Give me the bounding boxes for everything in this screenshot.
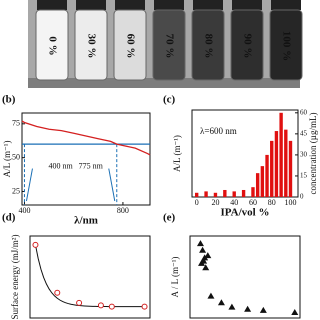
- data-line: [21, 120, 151, 156]
- plot-frame: [189, 235, 301, 319]
- vial-label: 100 %: [280, 31, 292, 61]
- bar: [270, 140, 274, 197]
- arrow: [25, 168, 33, 202]
- y-tick-label: 50: [12, 152, 20, 161]
- point: [196, 240, 204, 247]
- vial: [152, 9, 186, 81]
- point: [32, 241, 39, 248]
- panel-label: (d): [2, 212, 16, 224]
- x-tick-label: 0: [195, 198, 199, 207]
- vial: [230, 9, 264, 81]
- vial-cap: [115, 0, 145, 10]
- bar: [265, 154, 269, 197]
- bar: [288, 140, 293, 197]
- x-axis-label: λ/nm: [74, 215, 98, 227]
- x-tick-label: 40: [230, 198, 238, 207]
- point: [217, 299, 225, 306]
- point: [108, 303, 115, 310]
- bar: [213, 192, 218, 197]
- y-axis-label: A/L (m⁻¹): [2, 141, 12, 178]
- vial-label: 90 %: [241, 34, 253, 59]
- note: λ=600 nm: [200, 126, 237, 136]
- x-tick-label: 400: [18, 206, 30, 215]
- x-axis-label: IPA/vol %: [221, 207, 270, 219]
- point: [207, 292, 215, 299]
- bar: [284, 129, 288, 197]
- panel-label: (c): [163, 94, 176, 106]
- vial-cap: [37, 0, 67, 10]
- point: [200, 257, 208, 264]
- arrow: [108, 168, 116, 202]
- point: [76, 299, 83, 306]
- plot-frame: [21, 112, 151, 206]
- bar: [195, 192, 199, 197]
- y-tick-label: 25: [12, 186, 20, 195]
- fit-curve: [34, 244, 145, 308]
- point: [199, 246, 207, 253]
- vial-label: 0 %: [46, 36, 58, 55]
- vial: [35, 9, 69, 81]
- y-axis-label: A / L (m⁻¹): [170, 257, 180, 298]
- bar: [260, 166, 265, 197]
- point: [54, 289, 61, 296]
- vial-label: 60 %: [124, 34, 136, 59]
- point: [244, 305, 252, 312]
- bar: [232, 191, 236, 197]
- point: [97, 302, 104, 309]
- y2-axis-label: concentration (µg/mL): [308, 113, 318, 195]
- x-tick-label: 800: [117, 206, 129, 215]
- x-tick-label: 60: [249, 198, 257, 207]
- panel-label: (e): [163, 212, 176, 224]
- point: [202, 264, 210, 271]
- y-axis-label: Surface energy (mJ/m²): [10, 234, 20, 319]
- annotation: 400 nm: [48, 161, 73, 170]
- vial: [191, 9, 225, 81]
- y2-tick-label: 0: [300, 193, 304, 201]
- point: [141, 303, 148, 310]
- y-tick-label: 75: [12, 119, 20, 128]
- bar: [251, 187, 255, 197]
- y-axis-label: A/L (m⁻¹): [172, 135, 182, 172]
- plot-frame: [29, 235, 151, 319]
- y2-tick-label: 30: [300, 151, 308, 159]
- bar: [223, 189, 227, 197]
- bar: [255, 173, 260, 197]
- bar: [204, 191, 208, 197]
- vial: [74, 9, 108, 81]
- vial-label: 80 %: [202, 34, 214, 59]
- y2-tick-label: 45: [300, 129, 308, 137]
- point: [291, 309, 299, 316]
- vial-cap: [193, 0, 223, 10]
- y2-tick-label: 60: [300, 108, 308, 116]
- panel-label: (b): [2, 94, 16, 106]
- vial: [113, 9, 147, 81]
- x-tick-label: 80: [268, 198, 276, 207]
- point: [259, 306, 267, 313]
- vial: [269, 9, 303, 81]
- vial-label: 70 %: [163, 34, 175, 59]
- y2-tick-label: 15: [300, 172, 308, 180]
- vial-label: 30 %: [85, 34, 97, 59]
- bar: [279, 112, 283, 197]
- point: [204, 252, 212, 259]
- point: [228, 303, 236, 310]
- photo-table: [28, 78, 300, 88]
- bar: [274, 131, 279, 197]
- vial-cap: [232, 0, 262, 10]
- vial-cap: [154, 0, 184, 10]
- vial-cap: [76, 0, 106, 10]
- x-tick-label: 20: [211, 198, 219, 207]
- vial-cap: [271, 0, 301, 10]
- bar: [241, 189, 246, 197]
- annotation: 775 nm: [79, 161, 104, 170]
- x-tick-label: 100: [284, 198, 296, 207]
